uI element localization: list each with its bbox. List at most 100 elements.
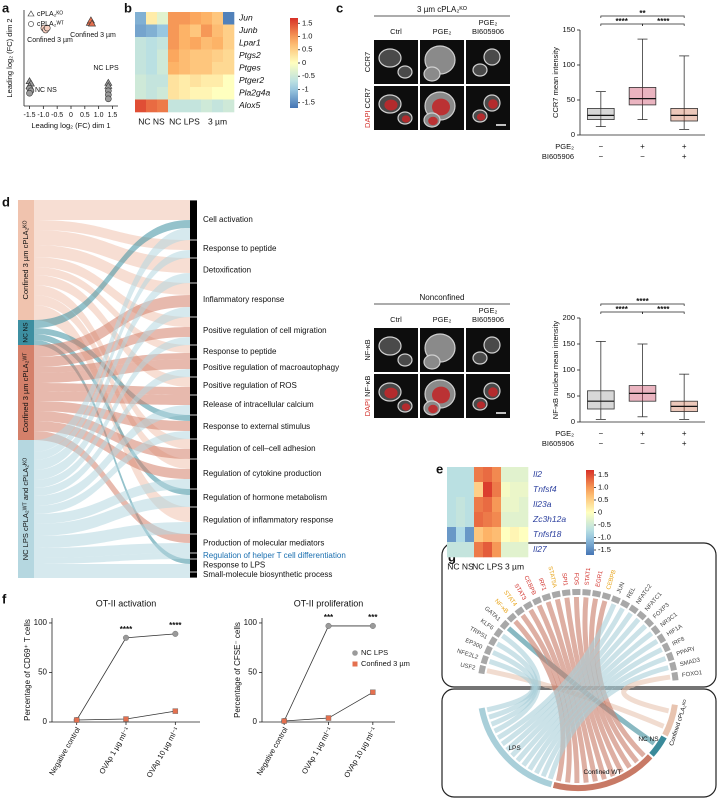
heatmap-cell xyxy=(212,37,224,50)
condition-value: − xyxy=(598,152,603,161)
colorbar xyxy=(586,470,594,555)
chord-tf-label: STAT1 xyxy=(585,567,593,586)
heatmap-cell xyxy=(190,99,202,113)
heatmap-cell xyxy=(190,24,202,38)
chord-tf-label: SPI1 xyxy=(560,573,568,587)
chord-group-arc xyxy=(552,754,653,791)
chord-arc xyxy=(480,654,489,665)
heatmap-cell xyxy=(168,62,180,75)
heatmap-cell xyxy=(501,497,511,513)
heatmap-cell xyxy=(157,62,169,75)
chord-group-arc xyxy=(662,704,678,737)
sankey-target-label: Regulation of helper T cell differentiat… xyxy=(203,551,346,560)
sankey-target xyxy=(190,359,197,377)
row-label: CCR7 xyxy=(363,52,372,72)
y-tick-label: 100 xyxy=(562,365,575,374)
annotation: NC LPS xyxy=(93,65,119,72)
sankey-target xyxy=(190,415,197,439)
chord-tf-label: USF2 xyxy=(460,663,477,672)
heatmap-cell xyxy=(223,24,235,38)
row-label: Il27 xyxy=(533,544,547,554)
x-tick-label: -1.0 xyxy=(37,112,49,119)
sankey-source-label: Confined 3 µm cPLA₂ᵂᵀ xyxy=(21,352,30,433)
chord-tf-label: IRF8 xyxy=(671,636,686,647)
sankey-target-label: Response to peptide xyxy=(203,244,277,253)
x-tick-label: 1.0 xyxy=(94,112,104,119)
heatmap-cell xyxy=(501,482,511,498)
heatmap-cell xyxy=(201,99,213,113)
x-tick-label: 0 xyxy=(69,112,73,119)
sankey-flow xyxy=(34,495,190,536)
chord-arc xyxy=(611,595,621,604)
heatmap-cell xyxy=(519,542,529,558)
y-axis-title: CCR7 mean intensity xyxy=(551,47,560,118)
sankey-flow xyxy=(34,250,190,460)
heatmap-cell xyxy=(179,74,191,88)
legend-label: NC LPS xyxy=(361,648,388,657)
heatmap-cell xyxy=(483,482,493,498)
condition-value: + xyxy=(682,142,687,151)
cell xyxy=(472,63,488,77)
heatmap-cell xyxy=(157,12,169,25)
heatmap-cell xyxy=(456,512,466,528)
row-label: Jun xyxy=(238,13,253,23)
heatmap-cell xyxy=(519,527,529,543)
condition-value: + xyxy=(640,142,645,151)
sankey-flow xyxy=(34,228,190,452)
column-group-label: NC LPS xyxy=(472,561,503,571)
heatmap-cell xyxy=(135,24,147,38)
column-label: PGE₂ xyxy=(479,306,498,315)
heatmap-cell xyxy=(501,512,511,528)
row-label-part: DAPI xyxy=(363,399,372,417)
sankey-target xyxy=(190,439,197,459)
sankey-flow xyxy=(34,431,190,514)
heatmap-cell xyxy=(201,49,213,63)
heatmap-cell xyxy=(146,62,158,75)
nucleus xyxy=(401,403,411,411)
heatmap-cell xyxy=(179,87,191,100)
chord-group-arc xyxy=(478,707,553,788)
chord-arc xyxy=(620,599,631,609)
legend-marker xyxy=(28,21,34,27)
heatmap-cell xyxy=(179,24,191,38)
chord-arc xyxy=(665,651,675,662)
row-label: Pla2g4a xyxy=(239,88,270,98)
cell xyxy=(397,65,413,79)
row-label: DAPI CCR7 xyxy=(363,88,372,128)
condition-label: PGE₂ xyxy=(555,142,574,151)
chord-link xyxy=(621,674,671,714)
chord-tf-label: TRPS1 xyxy=(468,626,488,641)
significance-label: **** xyxy=(657,17,670,26)
panel-letter: e xyxy=(436,461,443,476)
condition-value: + xyxy=(640,429,645,438)
sankey-flow xyxy=(34,337,190,488)
heatmap-cell xyxy=(190,62,202,75)
chord-arc xyxy=(601,592,612,601)
chord-arc xyxy=(671,671,679,681)
heatmap-cell xyxy=(456,527,466,543)
sankey-target-label: Production of molecular mediators xyxy=(203,539,324,548)
significance-label: ** xyxy=(639,9,646,18)
colorbar-tick-label: -0.5 xyxy=(302,71,315,80)
chord-tf-label: IRF1 xyxy=(537,577,547,592)
chord-arc xyxy=(650,625,661,636)
annotation: Confined 3 µm xyxy=(27,37,73,44)
chord-link xyxy=(521,631,654,767)
point xyxy=(325,715,332,721)
significance-label: **** xyxy=(169,621,182,630)
colorbar-tick-label: -1.5 xyxy=(598,545,611,554)
heatmap-cell xyxy=(510,542,520,558)
sankey-target xyxy=(190,240,197,258)
chord-tf-label: NFE2L2 xyxy=(456,649,479,662)
heatmap-cell xyxy=(168,99,180,113)
sankey-flow xyxy=(34,220,190,250)
chord-arc xyxy=(478,664,486,675)
sankey-source-label: Confined 3 µm cPLA₂ᴷᴼ xyxy=(21,220,30,299)
sankey-target xyxy=(190,572,197,578)
chord-tf-label: EP300 xyxy=(464,638,484,651)
point xyxy=(172,708,179,714)
sankey-flow xyxy=(34,200,190,220)
heatmap-cell xyxy=(146,49,158,63)
heatmap-cell xyxy=(474,467,484,483)
heatmap-cell xyxy=(483,467,493,483)
